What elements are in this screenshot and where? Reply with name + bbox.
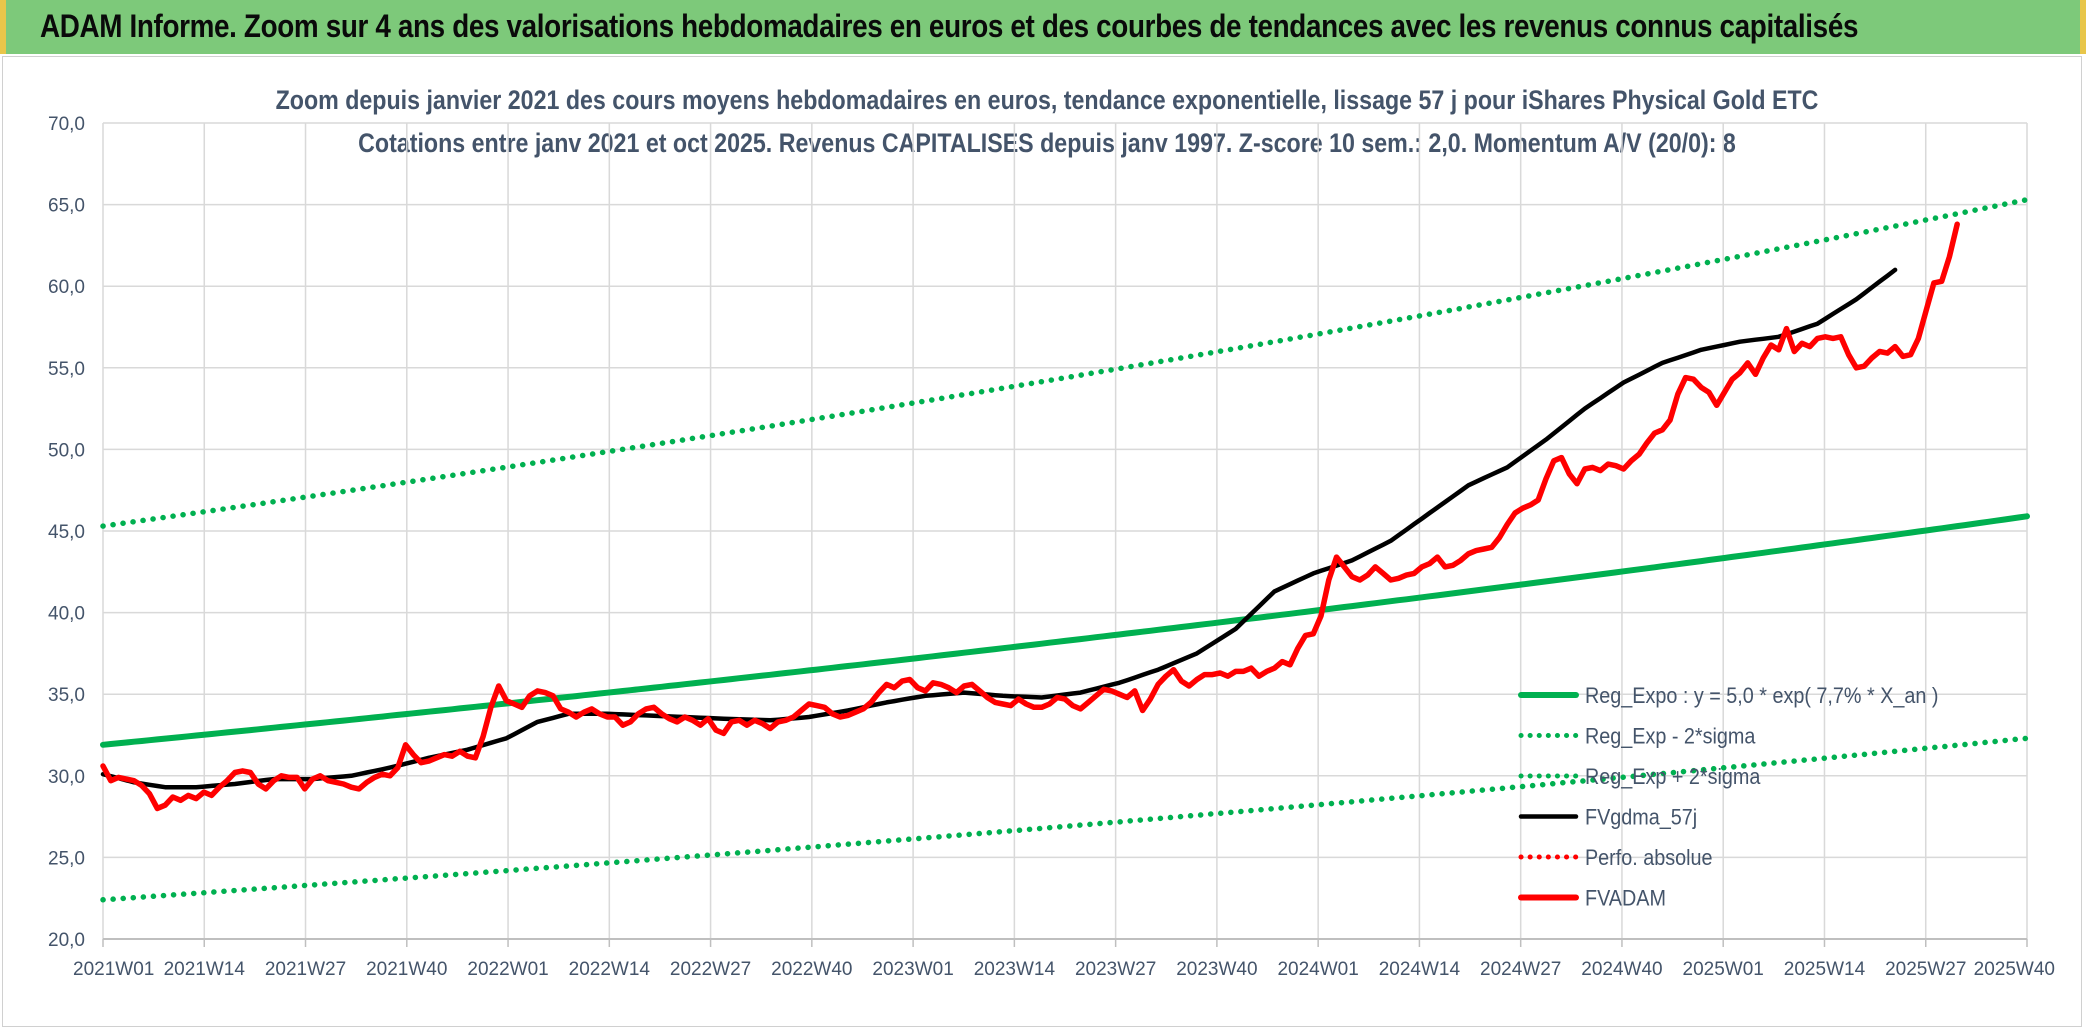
title-banner: ADAM Informe. Zoom sur 4 ans des valoris… bbox=[0, 0, 2086, 54]
x-tick-label: 2025W14 bbox=[1784, 959, 1866, 980]
y-tick-label: 70,0 bbox=[48, 114, 85, 135]
y-tick-label: 30,0 bbox=[48, 767, 85, 788]
series-line bbox=[100, 196, 2030, 529]
chart-subtitle: Cotations entre janv 2021 et oct 2025. R… bbox=[358, 128, 1736, 158]
series-group bbox=[100, 196, 2030, 903]
series-line bbox=[100, 221, 1960, 812]
report-title: ADAM Informe. Zoom sur 4 ans des valoris… bbox=[40, 8, 1859, 44]
x-tick-label: 2024W14 bbox=[1379, 959, 1461, 980]
x-tick-label: 2021W40 bbox=[366, 959, 447, 980]
x-tick-label: 2024W27 bbox=[1480, 959, 1561, 980]
y-tick-label: 55,0 bbox=[48, 359, 85, 380]
x-tick-label: 2025W27 bbox=[1885, 959, 1966, 980]
x-tick-label: 2023W40 bbox=[1176, 959, 1257, 980]
legend-label: Reg_Exp - 2*sigma bbox=[1585, 725, 1756, 749]
legend-label: FVADAM bbox=[1585, 887, 1666, 911]
x-tick-label: 2023W01 bbox=[872, 959, 953, 980]
series-line bbox=[100, 735, 2030, 903]
grid bbox=[102, 122, 2028, 940]
legend: Reg_Expo : y = 5,0 * exp( 7,7% * X_an ) R… bbox=[1518, 684, 1938, 911]
legend-label: Reg_Exp + 2*sigma bbox=[1585, 765, 1761, 789]
y-tick-label: 60,0 bbox=[48, 277, 85, 298]
y-tick-label: 35,0 bbox=[48, 685, 85, 706]
x-tick-label: 2025W01 bbox=[1683, 959, 1764, 980]
series-line bbox=[100, 267, 1898, 790]
x-tick-label: 2022W01 bbox=[467, 959, 548, 980]
x-tick-label: 2022W40 bbox=[771, 959, 852, 980]
axes: 20,0 25,0 30,0 35,0 40,0 45,0 50,0 55,0 60,0 65,0… bbox=[48, 114, 2055, 980]
x-tick-label: 2022W27 bbox=[670, 959, 751, 980]
x-tick-label: 2024W01 bbox=[1277, 959, 1358, 980]
x-tick-label: 2025W40 bbox=[1974, 959, 2055, 980]
y-tick-label: 25,0 bbox=[48, 848, 85, 869]
legend-label: FVgdma_57j bbox=[1585, 806, 1697, 830]
x-tick-label: 2021W01 bbox=[73, 959, 154, 980]
x-tick-label: 2023W27 bbox=[1075, 959, 1156, 980]
y-tick-label: 45,0 bbox=[48, 522, 85, 543]
x-tick-label: 2021W14 bbox=[164, 959, 246, 980]
x-tick-label: 2024W40 bbox=[1581, 959, 1662, 980]
y-tick-label: 20,0 bbox=[48, 930, 85, 951]
y-tick-label: 40,0 bbox=[48, 604, 85, 625]
y-tick-label: 50,0 bbox=[48, 440, 85, 461]
x-tick-label: 2022W14 bbox=[569, 959, 651, 980]
legend-label: Perfo. absolue bbox=[1585, 846, 1713, 870]
x-tick-label: 2021W27 bbox=[265, 959, 346, 980]
line-chart: Zoom depuis janvier 2021 des cours moyen… bbox=[48, 85, 2055, 980]
chart-title: Zoom depuis janvier 2021 des cours moyen… bbox=[276, 85, 1819, 115]
y-tick-label: 65,0 bbox=[48, 196, 85, 217]
x-tick-label: 2023W14 bbox=[974, 959, 1056, 980]
series-line bbox=[100, 513, 2030, 748]
legend-label: Reg_Expo : y = 5,0 * exp( 7,7% * X_an ) bbox=[1585, 684, 1938, 708]
chart-area: Zoom depuis janvier 2021 des cours moyen… bbox=[2, 56, 2082, 1027]
